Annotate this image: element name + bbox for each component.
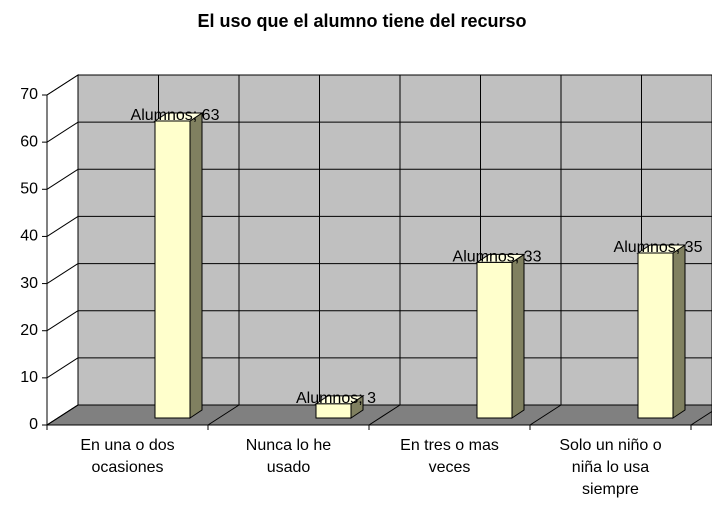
chart-title: El uso que el alumno tiene del recurso xyxy=(197,11,526,31)
bar-side xyxy=(672,244,686,419)
side-wall xyxy=(46,74,79,426)
y-tick-label: 70 xyxy=(20,86,38,103)
grid-line xyxy=(46,168,79,190)
grid-line xyxy=(46,310,79,332)
y-tick-label: 10 xyxy=(20,369,38,386)
x-tick-label: Nunca lo he usado xyxy=(245,437,332,476)
bar xyxy=(476,261,513,419)
x-tick-label-box: Solo un niño o niña lo usa siempre xyxy=(559,437,662,498)
floor-divider xyxy=(46,404,79,426)
x-tick-label: Solo un niño o niña lo usa siempre xyxy=(559,437,662,498)
floor-divider xyxy=(529,404,562,426)
floor-divider xyxy=(690,410,712,426)
y-tick-label: 60 xyxy=(20,133,38,150)
data-label: Alumnos; 35 xyxy=(614,239,703,256)
y-tick-label: 50 xyxy=(20,181,38,198)
bar-side xyxy=(189,112,203,419)
bar-side xyxy=(511,253,525,419)
x-tick-label-box: En tres o mas veces xyxy=(400,437,499,476)
data-label: Alumnos; 33 xyxy=(453,249,542,266)
x-tick-label-box: En una o dos ocasiones xyxy=(80,437,175,476)
grid-line xyxy=(46,357,79,379)
grid-line xyxy=(46,74,79,96)
bar xyxy=(637,252,674,419)
y-tick-label: 0 xyxy=(29,416,38,433)
y-tick-label: 40 xyxy=(20,228,38,245)
data-label: Alumnos; 63 xyxy=(131,107,220,124)
floor-divider xyxy=(368,404,401,426)
data-label: Alumnos; 3 xyxy=(296,390,376,407)
grid-line xyxy=(46,216,79,237)
y-tick-label: 30 xyxy=(20,275,38,292)
x-tick-label-box: Nunca lo he usado xyxy=(245,437,332,476)
x-tick-label: En una o dos ocasiones xyxy=(80,437,175,476)
floor xyxy=(45,404,712,426)
y-tick-label: 20 xyxy=(20,322,38,339)
grid-line xyxy=(46,263,79,284)
grid-line xyxy=(46,121,79,143)
x-tick-label: En tres o mas veces xyxy=(400,437,499,476)
bar xyxy=(154,120,191,419)
bar xyxy=(315,403,352,419)
floor-divider xyxy=(207,404,240,426)
